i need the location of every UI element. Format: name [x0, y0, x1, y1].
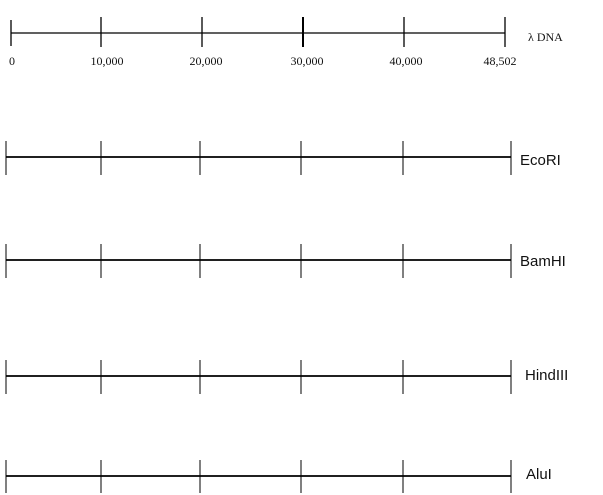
alui-label: AluI — [526, 466, 552, 483]
bamhi-label: BamHI — [520, 253, 566, 270]
tick-label-10000: 10,000 — [91, 54, 124, 68]
tick-label-20000: 20,000 — [190, 54, 223, 68]
tick-label-0: 0 — [9, 54, 15, 68]
ecori-label: EcoRI — [520, 152, 561, 169]
hindiii-label: HindIII — [525, 367, 568, 384]
map-ecori: EcoRI — [5, 141, 561, 175]
map-bamhi: BamHI — [5, 244, 566, 278]
tick-label-40000: 40,000 — [390, 54, 423, 68]
lambda-dna-label: λ DNA — [528, 30, 563, 44]
lambda-dna-scale: 0 10,000 20,000 30,000 40,000 48,502 λ D… — [9, 17, 563, 68]
map-hindiii: HindIII — [5, 360, 568, 394]
map-alui: AluI — [5, 460, 552, 493]
tick-label-30000: 30,000 — [291, 54, 324, 68]
tick-label-48502: 48,502 — [484, 54, 517, 68]
